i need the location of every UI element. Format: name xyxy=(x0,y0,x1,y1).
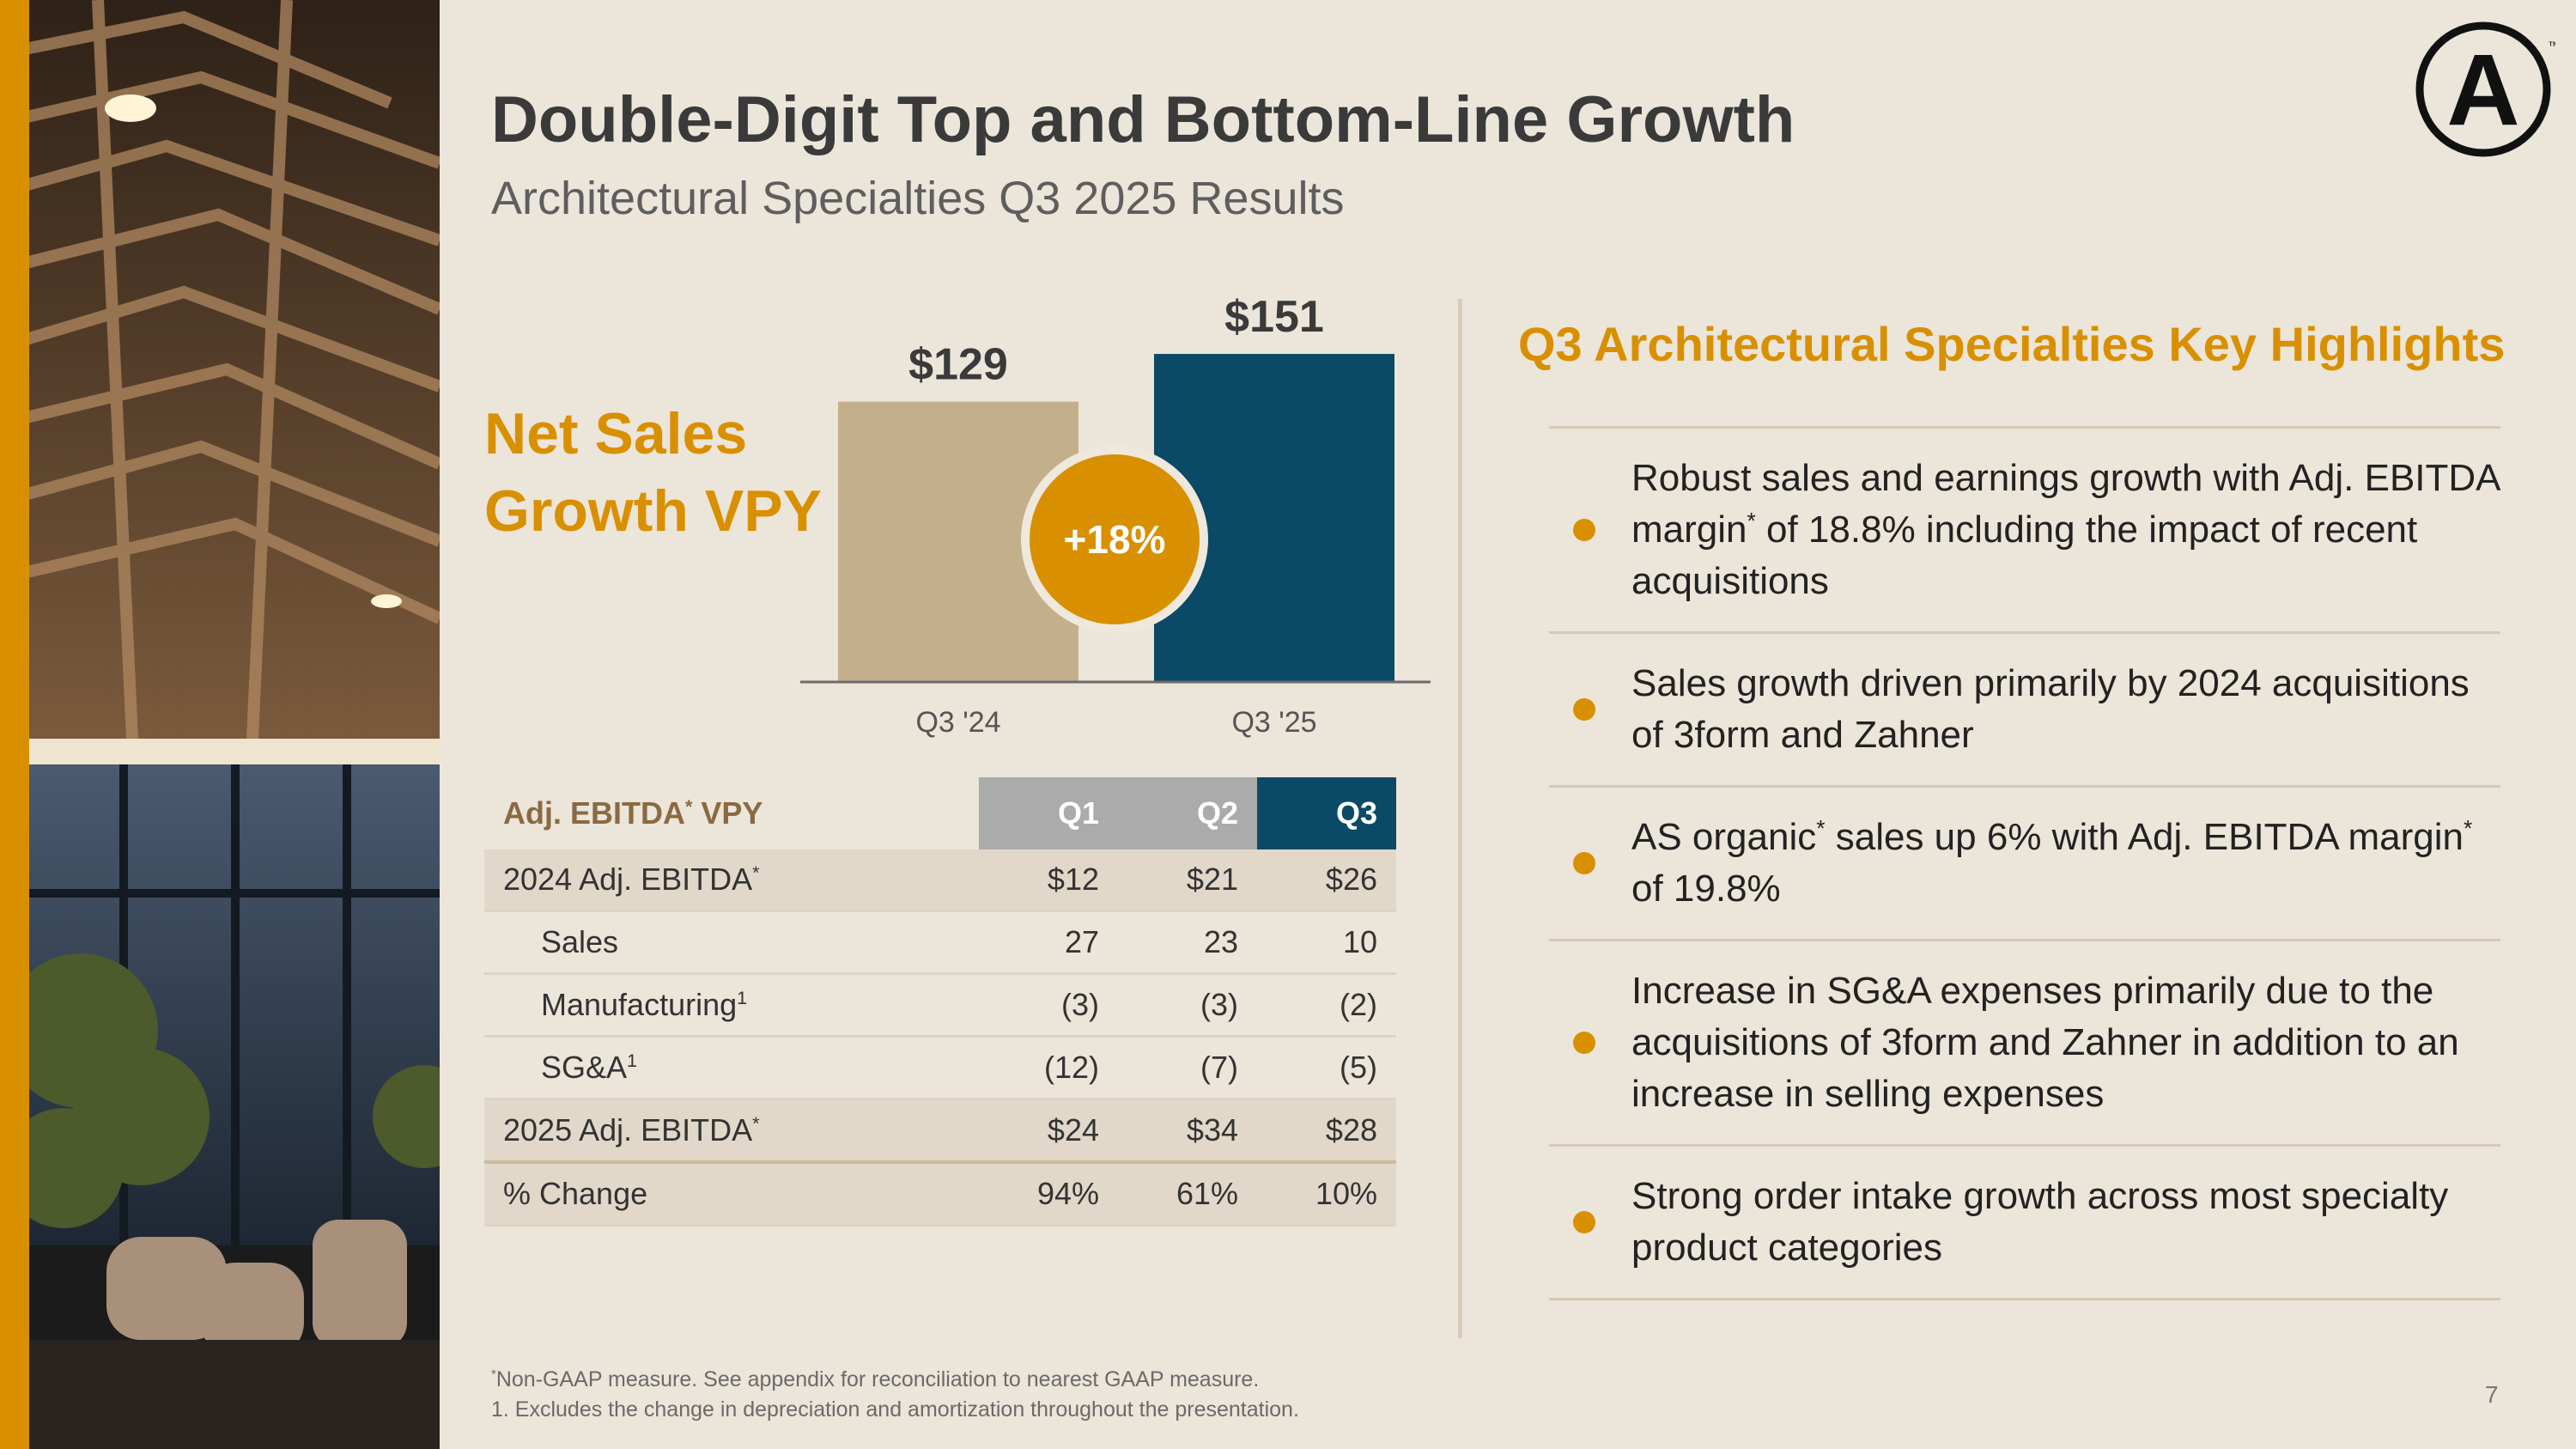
cell-q3: 10% xyxy=(1257,1160,1396,1227)
table-row: 2025 Adj. EBITDA* $24 $34 $28 xyxy=(484,1099,1396,1164)
slide-subtitle: Architectural Specialties Q3 2025 Result… xyxy=(491,173,1345,224)
highlights-title: Q3 Architectural Specialties Key Highlig… xyxy=(1518,317,2506,371)
cell-q3: 10 xyxy=(1257,910,1396,975)
net-sales-chart: $129 $151 Q3 '24 Q3 '25 +18% xyxy=(800,292,1431,739)
adj-ebitda-table: Adj. EBITDA* VPY Q1 Q2 Q3 2024 Adj. EBIT… xyxy=(484,777,1396,1227)
list-item: Robust sales and earnings growth with Ad… xyxy=(1549,429,2500,634)
cell-q1: $12 xyxy=(979,849,1118,912)
value-label-q3-25: $151 xyxy=(1224,292,1324,342)
row-label: 2024 Adj. EBITDA* xyxy=(484,849,979,912)
interior-photo xyxy=(29,0,440,1449)
accent-strip xyxy=(0,0,29,1449)
cell-q1: 27 xyxy=(979,910,1118,975)
table-row: 2024 Adj. EBITDA* $12 $21 $26 xyxy=(484,849,1396,912)
highlight-text: AS organic* sales up 6% with Adj. EBITDA… xyxy=(1631,815,2473,910)
bullet-icon xyxy=(1573,1032,1595,1054)
page-number: 7 xyxy=(2485,1381,2499,1408)
table-row: Sales 27 23 10 xyxy=(484,910,1396,975)
net-sales-label: Net Sales Growth VPY xyxy=(484,395,845,550)
row-label: 2025 Adj. EBITDA* xyxy=(484,1099,979,1164)
net-sales-label-line2: Growth VPY xyxy=(484,478,822,544)
company-logo: A ™ xyxy=(2415,21,2555,157)
row-label: Sales xyxy=(484,910,979,975)
list-item: Sales growth driven primarily by 2024 ac… xyxy=(1549,634,2500,788)
cell-q2: 23 xyxy=(1118,910,1257,975)
cell-q1: 94% xyxy=(979,1160,1118,1227)
highlight-text: Strong order intake growth across most s… xyxy=(1631,1175,2449,1269)
header-q1: Q1 xyxy=(979,777,1118,849)
cell-q1: (12) xyxy=(979,1036,1118,1100)
table-row: Manufacturing1 (3) (3) (2) xyxy=(484,973,1396,1038)
cell-q3: (5) xyxy=(1257,1036,1396,1100)
logo-letter: A xyxy=(2446,33,2519,147)
logo-trademark: ™ xyxy=(2548,39,2555,52)
cell-q2: (3) xyxy=(1118,973,1257,1038)
row-label: Manufacturing1 xyxy=(484,973,979,1038)
cell-q3: (2) xyxy=(1257,973,1396,1038)
row-label: % Change xyxy=(484,1160,979,1227)
footnote-non-gaap: *Non-GAAP measure. See appendix for reco… xyxy=(491,1367,1260,1391)
vertical-divider xyxy=(1458,299,1462,1338)
table-row: % Change 94% 61% 10% xyxy=(484,1160,1396,1227)
highlight-text: Robust sales and earnings growth with Ad… xyxy=(1631,457,2500,602)
table-header-label: Adj. EBITDA* VPY xyxy=(503,795,763,831)
value-label-q3-24: $129 xyxy=(908,340,1008,390)
cell-q2: (7) xyxy=(1118,1036,1257,1100)
growth-badge xyxy=(1021,446,1208,633)
category-label-q3-24: Q3 '24 xyxy=(915,706,1000,739)
cell-q3: $26 xyxy=(1257,849,1396,912)
footnote-depreciation: 1. Excludes the change in depreciation a… xyxy=(491,1397,1299,1422)
slide-title: Double-Digit Top and Bottom-Line Growth xyxy=(491,83,1795,156)
highlight-text: Sales growth driven primarily by 2024 ac… xyxy=(1631,662,2470,756)
cell-q1: $24 xyxy=(979,1099,1118,1164)
net-sales-label-line1: Net Sales xyxy=(484,401,748,466)
bullet-icon xyxy=(1573,519,1595,541)
list-item: Strong order intake growth across most s… xyxy=(1549,1147,2500,1300)
list-item: Increase in SG&A expenses primarily due … xyxy=(1549,941,2500,1147)
cell-q2: $21 xyxy=(1118,849,1257,912)
list-item: AS organic* sales up 6% with Adj. EBITDA… xyxy=(1549,788,2500,941)
header-q3: Q3 xyxy=(1257,777,1396,849)
cell-q3: $28 xyxy=(1257,1099,1396,1164)
row-label: SG&A1 xyxy=(484,1036,979,1100)
bullet-icon xyxy=(1573,1211,1595,1233)
highlights-list: Robust sales and earnings growth with Ad… xyxy=(1549,426,2500,1300)
bullet-icon xyxy=(1573,698,1595,721)
cell-q2: $34 xyxy=(1118,1099,1257,1164)
table-header-row: Adj. EBITDA* VPY Q1 Q2 Q3 xyxy=(484,777,1396,849)
category-label-q3-25: Q3 '25 xyxy=(1231,706,1316,739)
cell-q1: (3) xyxy=(979,973,1118,1038)
cell-q2: 61% xyxy=(1118,1160,1257,1227)
highlight-text: Increase in SG&A expenses primarily due … xyxy=(1631,970,2459,1115)
header-q2: Q2 xyxy=(1118,777,1257,849)
table-row: SG&A1 (12) (7) (5) xyxy=(484,1036,1396,1100)
growth-badge-label: +18% xyxy=(1064,517,1166,562)
bullet-icon xyxy=(1573,852,1595,874)
